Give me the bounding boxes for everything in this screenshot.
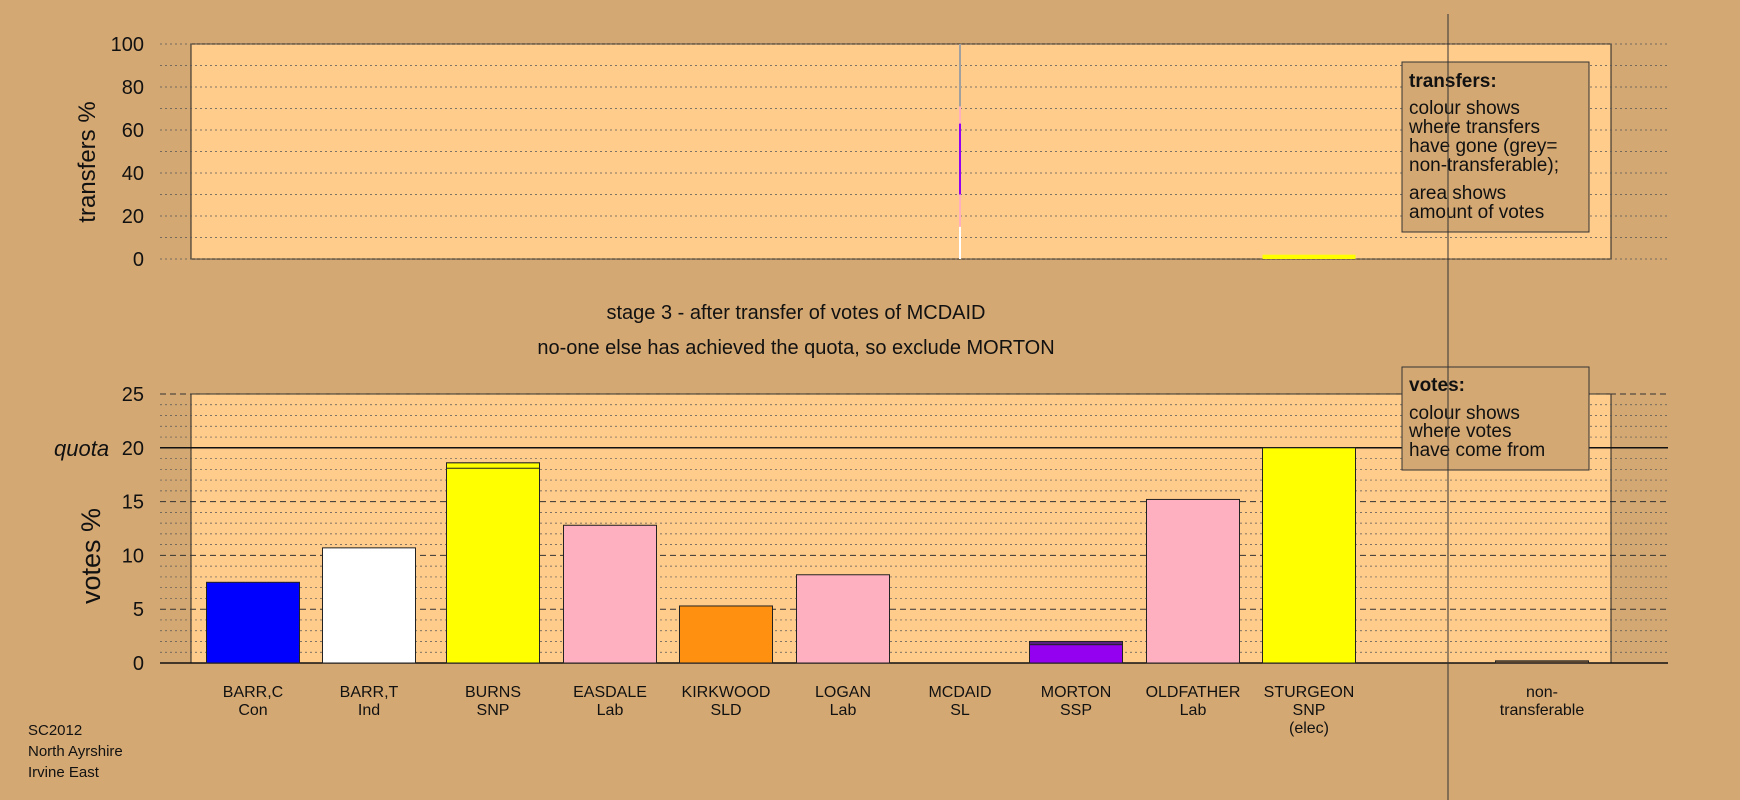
votes-bars: [206, 447, 1589, 664]
candidate-label: (elec): [1289, 720, 1329, 737]
candidate-label: Lab: [597, 702, 624, 719]
transfers-legend-text: colour shows where transfers have gone (…: [1408, 98, 1559, 223]
votes-legend-text: colour shows where votes have come from: [1408, 403, 1545, 461]
transfer-segment: [959, 194, 961, 227]
votes-y-tick-label: 25: [122, 384, 144, 406]
vote-bar: [796, 574, 890, 664]
candidate-label: MORTON: [1041, 684, 1112, 701]
votes-y-tick-label: 0: [133, 653, 144, 675]
candidate-label: SSP: [1060, 702, 1092, 719]
footer-line: SC2012: [28, 722, 82, 739]
transfers-legend-box: [1401, 61, 1590, 233]
transfer-segment: [959, 226, 961, 259]
votes-y-tick-label: 20: [122, 438, 144, 460]
votes-legend-line: have come from: [1409, 440, 1545, 461]
vote-bar: [1146, 498, 1240, 664]
vote-bar: [1495, 660, 1589, 664]
candidate-label: Con: [238, 702, 267, 719]
candidate-label: BARR,T: [340, 684, 399, 701]
candidate-label: Ind: [358, 702, 380, 719]
candidate-label: SL: [950, 702, 970, 719]
votes-legend-title: votes:: [1409, 375, 1465, 396]
transfers-panel: 0 20 40 60 80 100 transfers % transfers: colo…: [74, 34, 1668, 271]
candidate-label: LOGAN: [815, 684, 871, 701]
vote-bar-transfer-band: [446, 462, 540, 469]
votes-y-axis-label: votes %: [76, 508, 106, 604]
votes-legend-line: colour shows: [1409, 403, 1520, 424]
transfers-y-tick-label: 0: [133, 249, 144, 271]
vote-bar: [563, 524, 657, 664]
candidate-label: BURNS: [465, 684, 521, 701]
vote-bar: [1262, 447, 1356, 664]
candidate-label: non-: [1526, 684, 1558, 701]
stage-subtitle: no-one else has achieved the quota, so e…: [537, 337, 1054, 359]
transfers-legend-line: colour shows: [1409, 98, 1520, 119]
transfers-legend-line: where transfers: [1408, 117, 1540, 138]
transfers-y-tick-label: 80: [122, 77, 144, 99]
transfers-marks: [959, 44, 1356, 259]
candidate-label: EASDALE: [573, 684, 647, 701]
stage-title: stage 3 - after transfer of votes of MCD…: [606, 302, 985, 324]
transfers-legend-line: non-transferable);: [1409, 155, 1559, 176]
candidate-label: OLDFATHER: [1146, 684, 1241, 701]
vote-bar: [206, 581, 300, 664]
footer-line: North Ayrshire: [28, 743, 123, 760]
transfers-legend-line: have gone (grey=: [1409, 136, 1557, 157]
transfer-segment: [959, 123, 961, 195]
transfer-segment: [959, 106, 961, 124]
votes-y-tick-label: 5: [133, 599, 144, 621]
votes-y-tick-label: 15: [122, 492, 144, 514]
vote-bar: [446, 462, 540, 664]
transfer-surplus-bar: [1262, 254, 1356, 259]
transfers-y-axis-label: transfers %: [74, 101, 101, 222]
transfers-legend: transfers: colour shows where transfers …: [1401, 61, 1590, 233]
candidate-label: BARR,C: [223, 684, 283, 701]
footer: SC2012 North Ayrshire Irvine East: [28, 722, 123, 781]
vote-bar: [322, 547, 416, 664]
candidate-label: SNP: [1293, 702, 1326, 719]
transfers-legend-line: amount of votes: [1409, 202, 1544, 223]
candidate-label: SNP: [477, 702, 510, 719]
transfers-legend-line: area shows: [1409, 183, 1506, 204]
quota-label: quota: [54, 436, 109, 461]
candidate-label: Lab: [1180, 702, 1207, 719]
candidate-label: SLD: [710, 702, 741, 719]
votes-legend-line: where votes: [1408, 421, 1511, 442]
transfers-y-tick-label: 100: [111, 34, 144, 56]
candidate-label: transferable: [1500, 702, 1585, 719]
votes-y-ticks: 0 5 10 15 20 25: [122, 384, 144, 675]
transfers-y-tick-label: 60: [122, 120, 144, 142]
votes-x-labels: BARR,CConBARR,TIndBURNSSNPEASDALELabKIRK…: [223, 684, 1585, 737]
votes-legend: votes: colour shows where votes have com…: [1401, 366, 1590, 471]
footer-line: Irvine East: [28, 764, 100, 781]
transfers-y-tick-label: 40: [122, 163, 144, 185]
transfers-y-ticks: 0 20 40 60 80 100: [111, 34, 144, 271]
candidate-label: STURGEON: [1264, 684, 1355, 701]
votes-plot-area: [190, 393, 1612, 664]
transfers-y-tick-label: 20: [122, 206, 144, 228]
vote-bar: [679, 605, 773, 664]
candidate-label: KIRKWOOD: [682, 684, 771, 701]
votes-y-tick-label: 10: [122, 545, 144, 567]
candidate-label: MCDAID: [928, 684, 991, 701]
candidate-label: Lab: [830, 702, 857, 719]
transfer-segment: [959, 44, 961, 107]
votes-legend-box: [1401, 366, 1590, 471]
vote-bar-transfer-band: [1029, 640, 1123, 646]
transfers-legend-title: transfers:: [1409, 71, 1497, 92]
